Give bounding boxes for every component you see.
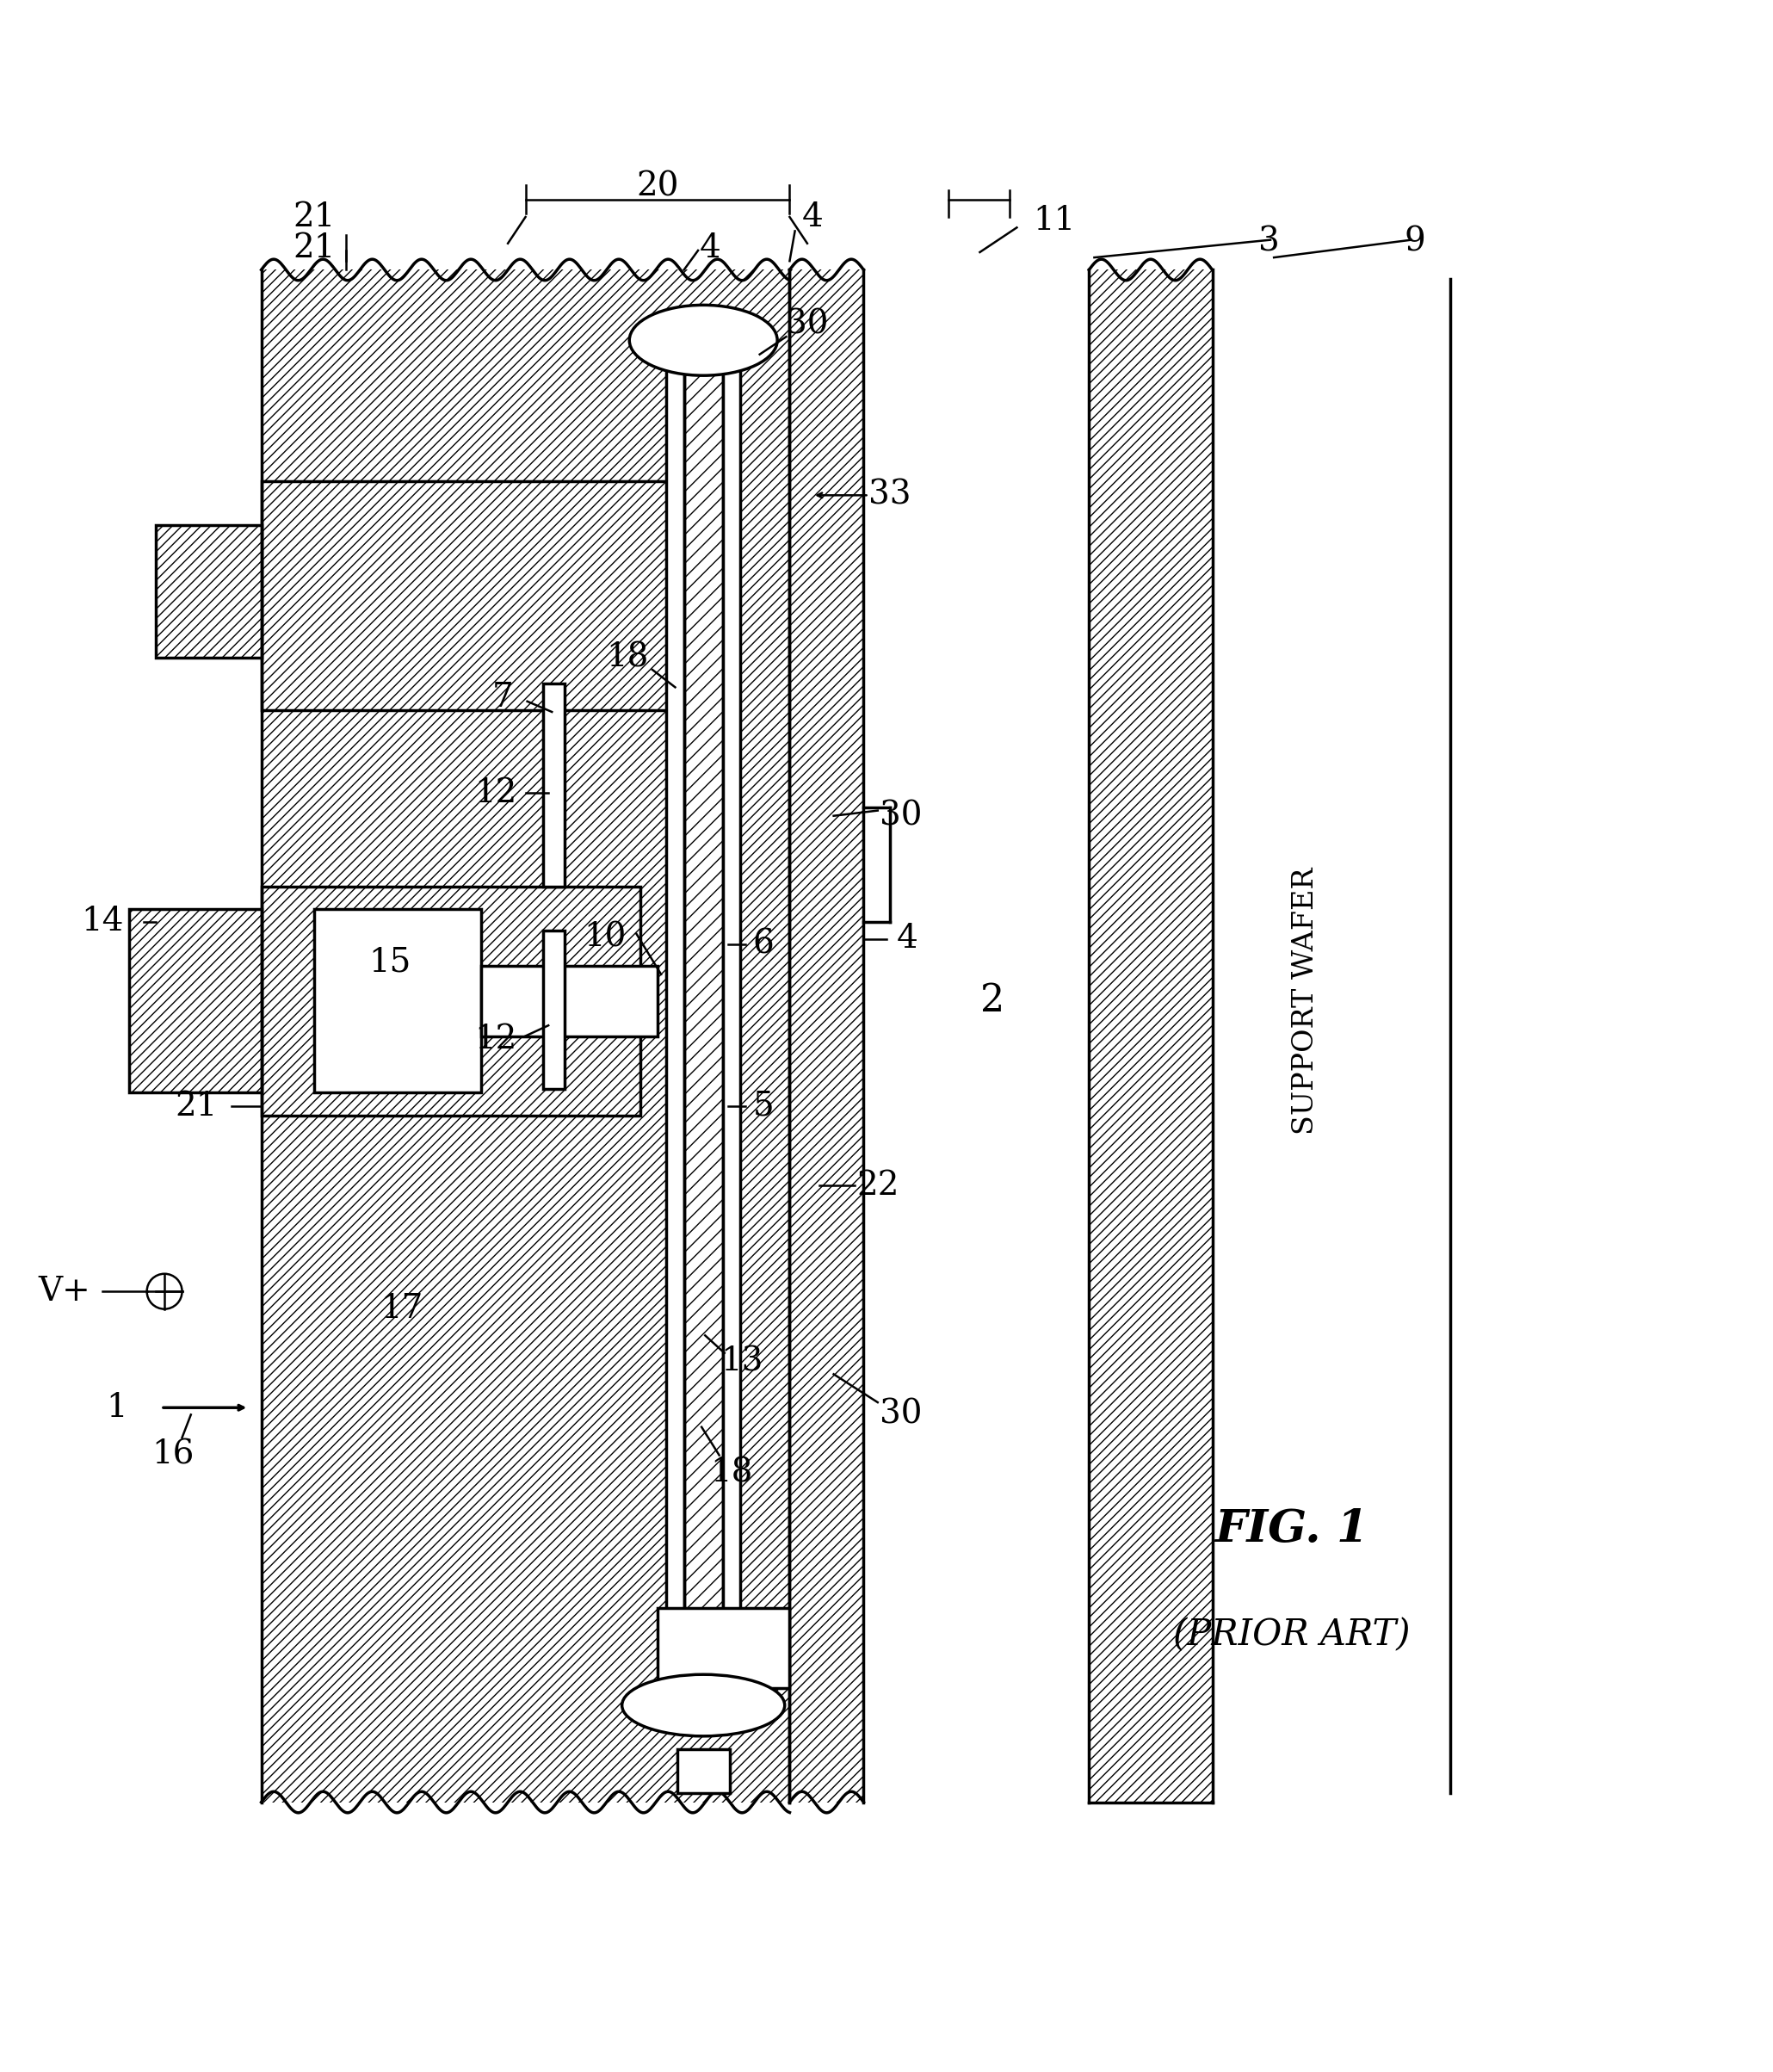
Bar	[543, 930, 564, 1090]
Text: 14: 14	[82, 905, 124, 937]
Text: 17: 17	[381, 1293, 424, 1324]
Bar	[261, 481, 738, 711]
Text: 3: 3	[1259, 226, 1280, 257]
Text: 12: 12	[475, 777, 516, 808]
Text: 6: 6	[752, 928, 773, 959]
Text: 4: 4	[897, 924, 918, 955]
Text: 7: 7	[491, 682, 512, 713]
Bar	[723, 367, 741, 1689]
Text: 21: 21	[293, 201, 335, 232]
Ellipse shape	[629, 305, 777, 375]
Text: 22: 22	[856, 1171, 899, 1202]
Text: FIG. 1: FIG. 1	[1215, 1506, 1369, 1552]
Bar	[677, 1749, 730, 1794]
Text: 4: 4	[801, 201, 823, 232]
Text: 12: 12	[475, 1024, 516, 1055]
Bar	[684, 367, 723, 1689]
Text: 18: 18	[606, 642, 649, 673]
Bar	[543, 684, 564, 887]
Text: 4: 4	[700, 232, 722, 265]
Text: 30: 30	[785, 309, 828, 340]
Bar	[314, 910, 482, 1092]
Text: 21: 21	[176, 1090, 218, 1123]
Bar	[789, 269, 863, 1803]
Text: 11: 11	[1032, 205, 1074, 236]
Text: 16: 16	[152, 1440, 195, 1471]
Text: 21: 21	[293, 232, 335, 265]
Bar	[482, 966, 658, 1036]
Bar	[261, 887, 640, 1115]
Bar	[1089, 269, 1213, 1803]
Text: 13: 13	[722, 1347, 764, 1378]
Ellipse shape	[622, 1674, 785, 1736]
Text: (PRIOR ART): (PRIOR ART)	[1174, 1616, 1410, 1653]
Bar	[667, 367, 684, 1689]
Text: 2: 2	[980, 982, 1004, 1019]
Bar	[156, 524, 261, 657]
Text: 18: 18	[711, 1457, 754, 1490]
Bar	[129, 910, 261, 1092]
Text: SUPPORT WAFER: SUPPORT WAFER	[1293, 866, 1319, 1133]
Text: 10: 10	[583, 922, 626, 953]
Text: 9: 9	[1404, 226, 1425, 257]
Text: 1: 1	[106, 1392, 128, 1423]
Text: 5: 5	[752, 1090, 773, 1123]
Text: 33: 33	[869, 479, 911, 512]
Bar	[261, 269, 789, 1803]
Text: 15: 15	[369, 947, 411, 978]
Text: 30: 30	[879, 800, 922, 831]
Text: 20: 20	[637, 172, 679, 203]
Text: 30: 30	[879, 1399, 922, 1430]
Bar	[658, 1608, 789, 1689]
Text: V+: V+	[39, 1276, 90, 1307]
Bar	[684, 367, 723, 1689]
